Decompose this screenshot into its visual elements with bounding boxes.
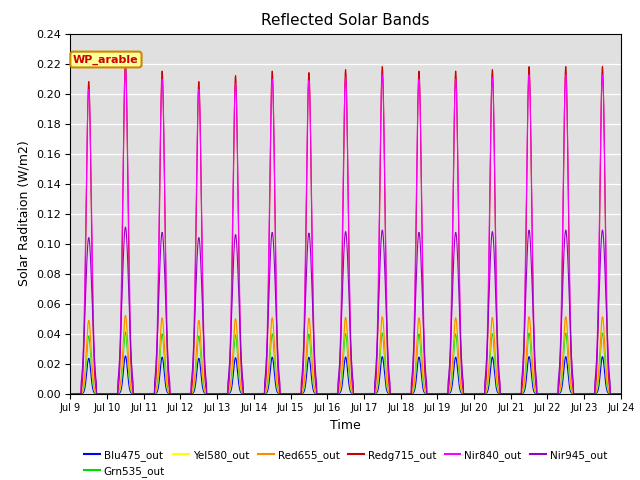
Nir840_out [594, 319, 602, 324]
Redg715_out [594, 337, 602, 343]
Yel580_out [587, 391, 595, 396]
Line: Blu475_out: Blu475_out [70, 356, 621, 394]
Yel580_out [253, 391, 261, 396]
Nir840_out [122, 66, 129, 72]
Red655_out [587, 391, 595, 396]
Nir945_out [587, 391, 595, 396]
Nir840_out [469, 391, 477, 396]
Grn535_out [617, 391, 625, 396]
Grn535_out [594, 385, 602, 391]
Line: Grn535_out: Grn535_out [70, 332, 621, 394]
Yel580_out [594, 382, 602, 387]
Yel580_out [67, 391, 74, 396]
Redg715_out [617, 391, 625, 396]
Red655_out [327, 391, 335, 396]
Nir840_out [484, 285, 492, 291]
Blu475_out [253, 391, 261, 396]
Redg715_out [122, 58, 129, 63]
Yel580_out [617, 391, 625, 396]
Nir945_out [594, 333, 602, 338]
Nir945_out [327, 391, 335, 396]
Blu475_out [327, 391, 335, 396]
Title: Reflected Solar Bands: Reflected Solar Bands [261, 13, 430, 28]
Line: Nir945_out: Nir945_out [70, 227, 621, 394]
Blu475_out [67, 391, 74, 396]
Line: Nir840_out: Nir840_out [70, 69, 621, 394]
Nir945_out [67, 391, 74, 396]
Legend: Blu475_out, Grn535_out, Yel580_out, Red655_out, Redg715_out, Nir840_out, Nir945_: Blu475_out, Grn535_out, Yel580_out, Red6… [80, 445, 611, 480]
Nir945_out [253, 391, 261, 396]
Red655_out [469, 391, 477, 396]
Nir840_out [617, 391, 625, 396]
Red655_out [122, 312, 129, 318]
Blu475_out [484, 386, 492, 392]
Line: Redg715_out: Redg715_out [70, 60, 621, 394]
Grn535_out [253, 391, 261, 396]
Yel580_out [327, 391, 335, 396]
Nir945_out [484, 315, 492, 321]
Blu475_out [469, 391, 477, 396]
Yel580_out [484, 375, 492, 381]
Red655_out [253, 391, 261, 396]
Grn535_out [67, 391, 74, 396]
Grn535_out [469, 391, 477, 396]
Redg715_out [327, 391, 335, 396]
Line: Yel580_out: Yel580_out [70, 319, 621, 394]
Nir840_out [327, 391, 335, 396]
Text: WP_arable: WP_arable [73, 54, 139, 65]
Line: Red655_out: Red655_out [70, 315, 621, 394]
Blu475_out [617, 391, 625, 396]
Y-axis label: Solar Raditaion (W/m2): Solar Raditaion (W/m2) [17, 141, 30, 287]
Nir945_out [122, 224, 129, 230]
Grn535_out [327, 391, 335, 396]
Nir945_out [469, 391, 477, 396]
Redg715_out [67, 391, 74, 396]
Yel580_out [122, 316, 129, 322]
Redg715_out [253, 391, 261, 396]
Grn535_out [122, 329, 129, 335]
Blu475_out [122, 353, 129, 359]
Redg715_out [484, 305, 492, 311]
Nir945_out [617, 391, 625, 396]
Redg715_out [587, 391, 595, 396]
Nir840_out [253, 391, 261, 396]
Grn535_out [484, 380, 492, 385]
Blu475_out [587, 391, 595, 396]
Yel580_out [469, 391, 477, 396]
Red655_out [594, 379, 602, 385]
Nir840_out [587, 391, 595, 396]
X-axis label: Time: Time [330, 419, 361, 432]
Grn535_out [587, 391, 595, 396]
Nir840_out [67, 391, 74, 396]
Red655_out [67, 391, 74, 396]
Redg715_out [469, 391, 477, 396]
Red655_out [484, 372, 492, 378]
Red655_out [617, 391, 625, 396]
Blu475_out [594, 388, 602, 394]
